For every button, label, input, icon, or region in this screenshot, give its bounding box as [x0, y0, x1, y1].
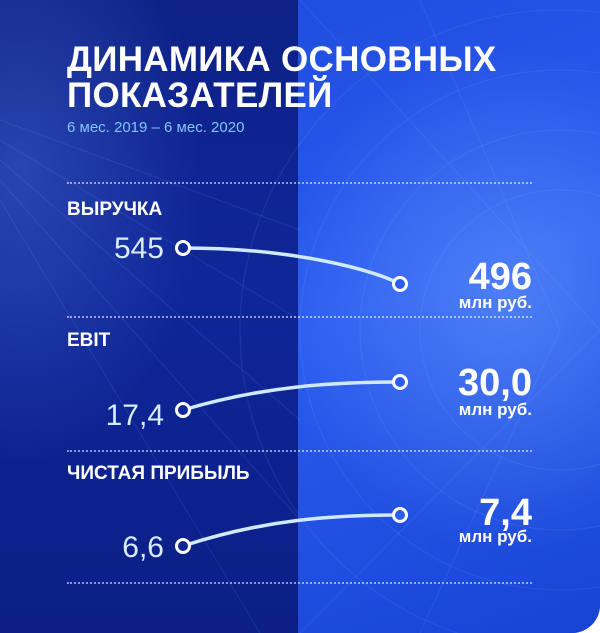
ebit-end-value: 30,0	[458, 362, 532, 404]
divider-4	[67, 582, 532, 584]
net-profit-end-value: 7,4	[479, 492, 532, 534]
ebit-start-point	[175, 402, 191, 418]
divider-1	[67, 182, 532, 184]
revenue-end-point	[392, 276, 408, 292]
revenue-start-point	[175, 240, 191, 256]
revenue-start-value: 545	[113, 232, 164, 265]
page-title: ДИНАМИКА ОСНОВНЫХ ПОКАЗАТЕЛЕЙ	[67, 40, 497, 115]
net-profit-label: ЧИСТАЯ ПРИБЫЛЬ	[67, 463, 250, 484]
ebit-end-point	[392, 374, 408, 390]
period-subtitle: 6 мес. 2019 – 6 мес. 2020	[67, 119, 245, 136]
ebit-unit: млн руб.	[458, 400, 532, 419]
divider-2	[67, 316, 532, 318]
ebit-change-line	[181, 380, 402, 412]
net-profit-end-point	[392, 507, 408, 523]
revenue-change-line	[181, 246, 402, 286]
revenue-end-value: 496	[468, 256, 532, 298]
revenue-unit: млн руб.	[458, 293, 532, 312]
divider-3	[67, 450, 532, 452]
net-profit-unit: млн руб.	[458, 527, 532, 546]
ebit-start-value: 17,4	[105, 399, 164, 432]
revenue-label: ВЫРУЧКА	[67, 199, 163, 220]
ebit-label: EBIT	[67, 330, 111, 351]
net-profit-start-point	[175, 538, 191, 554]
net-profit-start-value: 6,6	[122, 531, 164, 564]
net-profit-change-line	[181, 513, 402, 548]
